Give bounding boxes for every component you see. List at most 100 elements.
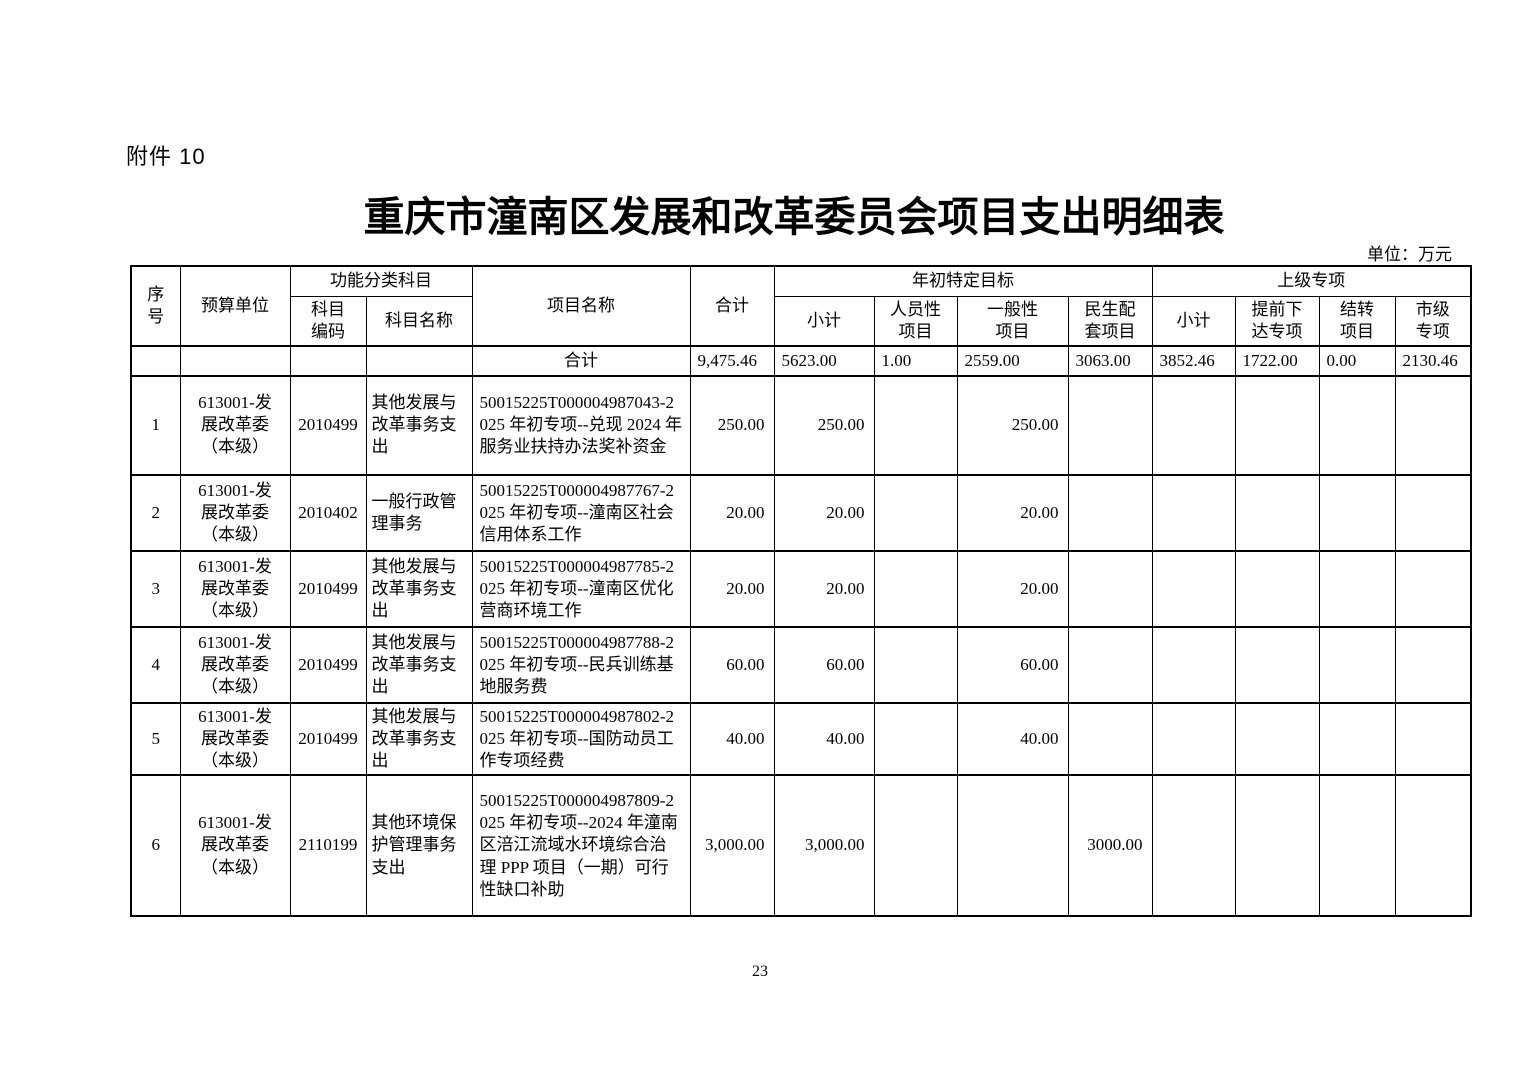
cell-subject-code: 2010499 xyxy=(289,701,367,776)
cell-project-name: 50015225T000004987809-2025 年初专项--2024 年潼… xyxy=(471,773,691,917)
cell-ys-personnel xyxy=(873,701,958,776)
cell-sp-subtotal xyxy=(1151,374,1236,476)
header-seq: 序 号 xyxy=(130,265,181,347)
unit-note: 单位：万元 xyxy=(1367,245,1452,264)
table-row: 3 613001-发展改革委（本级） 2010499 其他发展与改革事务支出 5… xyxy=(130,549,1472,628)
cell-total: 60.00 xyxy=(689,625,775,704)
header-ys-general: 一般性 项目 xyxy=(956,295,1069,347)
cell-budget-unit: 613001-发展改革委（本级） xyxy=(179,549,291,628)
cell-sp-subtotal xyxy=(1151,625,1236,704)
cell-subject-name xyxy=(365,344,473,377)
cell-total: 20.00 xyxy=(689,549,775,628)
cell-ys-subtotal: 250.00 xyxy=(773,374,875,476)
cell-ys-general xyxy=(956,773,1069,917)
cell-sp-carryover xyxy=(1318,625,1396,704)
cell-subject-code: 2110199 xyxy=(289,773,367,917)
cell-sp-advance xyxy=(1234,625,1320,704)
cell-ys-livelihood: 3000.00 xyxy=(1067,773,1153,917)
cell-project-name: 50015225T000004987785-2025 年初专项--潼南区优化营商… xyxy=(471,549,691,628)
cell-sp-subtotal xyxy=(1151,773,1236,917)
cell-subject-name: 其他发展与改革事务支出 xyxy=(365,701,473,776)
cell-ys-subtotal: 20.00 xyxy=(773,473,875,552)
cell-sp-advance xyxy=(1234,773,1320,917)
cell-seq: 6 xyxy=(130,773,181,917)
header-function-group: 功能分类科目 xyxy=(289,265,473,297)
header-superior-group: 上级专项 xyxy=(1151,265,1472,297)
cell-sp-carryover: 0.00 xyxy=(1318,344,1396,377)
cell-sp-advance xyxy=(1234,701,1320,776)
cell-sp-carryover xyxy=(1318,374,1396,476)
cell-budget-unit: 613001-发展改革委（本级） xyxy=(179,701,291,776)
page-number: 23 xyxy=(752,963,768,980)
cell-subject-name: 其他发展与改革事务支出 xyxy=(365,625,473,704)
cell-ys-livelihood: 3063.00 xyxy=(1067,344,1153,377)
cell-sp-advance xyxy=(1234,374,1320,476)
table-row-total: 合计 9,475.46 5623.00 1.00 2559.00 3063.00… xyxy=(130,344,1472,377)
cell-sp-municipal xyxy=(1394,625,1472,704)
header-subject-code: 科目 编码 xyxy=(289,295,367,347)
cell-sp-subtotal xyxy=(1151,549,1236,628)
cell-seq: 5 xyxy=(130,701,181,776)
page-title: 重庆市潼南区发展和改革委员会项目支出明细表 xyxy=(363,194,1225,240)
header-ys-livelihood: 民生配 套项目 xyxy=(1067,295,1153,347)
table-row: 5 613001-发展改革委（本级） 2010499 其他发展与改革事务支出 5… xyxy=(130,701,1472,776)
cell-sp-advance: 1722.00 xyxy=(1234,344,1320,377)
cell-budget-unit: 613001-发展改革委（本级） xyxy=(179,625,291,704)
cell-subject-code: 2010499 xyxy=(289,374,367,476)
cell-total: 40.00 xyxy=(689,701,775,776)
cell-ys-livelihood xyxy=(1067,625,1153,704)
header-sp-advance: 提前下 达专项 xyxy=(1234,295,1320,347)
cell-project-name: 50015225T000004987043-2025 年初专项--兑现 2024… xyxy=(471,374,691,476)
cell-ys-livelihood xyxy=(1067,549,1153,628)
table-header: 序 号 预算单位 功能分类科目 项目名称 合计 年初特定目标 上级专项 科目 编… xyxy=(130,265,1472,347)
header-sp-subtotal: 小计 xyxy=(1151,295,1236,347)
cell-ys-personnel xyxy=(873,374,958,476)
header-sp-municipal: 市级 专项 xyxy=(1394,295,1472,347)
cell-seq: 1 xyxy=(130,374,181,476)
header-budget-unit: 预算单位 xyxy=(179,265,291,347)
cell-sp-subtotal xyxy=(1151,701,1236,776)
cell-subject-name: 一般行政管理事务 xyxy=(365,473,473,552)
cell-ys-personnel xyxy=(873,549,958,628)
cell-ys-subtotal: 60.00 xyxy=(773,625,875,704)
cell-sp-municipal xyxy=(1394,549,1472,628)
cell-ys-personnel: 1.00 xyxy=(873,344,958,377)
cell-sp-carryover xyxy=(1318,549,1396,628)
cell-budget-unit: 613001-发展改革委（本级） xyxy=(179,374,291,476)
cell-ys-livelihood xyxy=(1067,374,1153,476)
header-year-start-group: 年初特定目标 xyxy=(773,265,1153,297)
cell-seq: 2 xyxy=(130,473,181,552)
cell-total: 9,475.46 xyxy=(689,344,775,377)
cell-sp-municipal xyxy=(1394,701,1472,776)
cell-sp-municipal xyxy=(1394,374,1472,476)
cell-total: 250.00 xyxy=(689,374,775,476)
cell-subject-code: 2010402 xyxy=(289,473,367,552)
cell-ys-personnel xyxy=(873,625,958,704)
cell-subject-code: 2010499 xyxy=(289,549,367,628)
cell-ys-livelihood xyxy=(1067,701,1153,776)
cell-ys-general: 20.00 xyxy=(956,473,1069,552)
cell-ys-general: 250.00 xyxy=(956,374,1069,476)
header-row-sub: 科目 编码 科目名称 小计 人员性 项目 一般性 项目 民生配 套项目 小计 提… xyxy=(131,295,1472,347)
cell-subject-code: 2010499 xyxy=(289,625,367,704)
cell-sp-subtotal: 3852.46 xyxy=(1151,344,1236,377)
cell-sp-municipal: 2130.46 xyxy=(1394,344,1472,377)
cell-project-name: 50015225T000004987767-2025 年初专项--潼南区社会信用… xyxy=(471,473,691,552)
cell-ys-subtotal: 40.00 xyxy=(773,701,875,776)
attachment-label: 附件 10 xyxy=(126,144,206,169)
cell-sp-advance xyxy=(1234,473,1320,552)
cell-budget-unit: 613001-发展改革委（本级） xyxy=(179,473,291,552)
cell-total: 20.00 xyxy=(689,473,775,552)
cell-ys-subtotal: 5623.00 xyxy=(773,344,875,377)
cell-ys-subtotal: 20.00 xyxy=(773,549,875,628)
cell-ys-general: 2559.00 xyxy=(956,344,1069,377)
table-row: 4 613001-发展改革委（本级） 2010499 其他发展与改革事务支出 5… xyxy=(130,625,1472,704)
cell-budget-unit: 613001-发展改革委（本级） xyxy=(179,773,291,917)
cell-ys-livelihood xyxy=(1067,473,1153,552)
table-row: 2 613001-发展改革委（本级） 2010402 一般行政管理事务 5001… xyxy=(130,473,1472,552)
cell-ys-general: 40.00 xyxy=(956,701,1069,776)
table-row: 6 613001-发展改革委（本级） 2110199 其他环境保护管理事务支出 … xyxy=(130,773,1472,917)
cell-seq: 3 xyxy=(130,549,181,628)
cell-ys-general: 20.00 xyxy=(956,549,1069,628)
